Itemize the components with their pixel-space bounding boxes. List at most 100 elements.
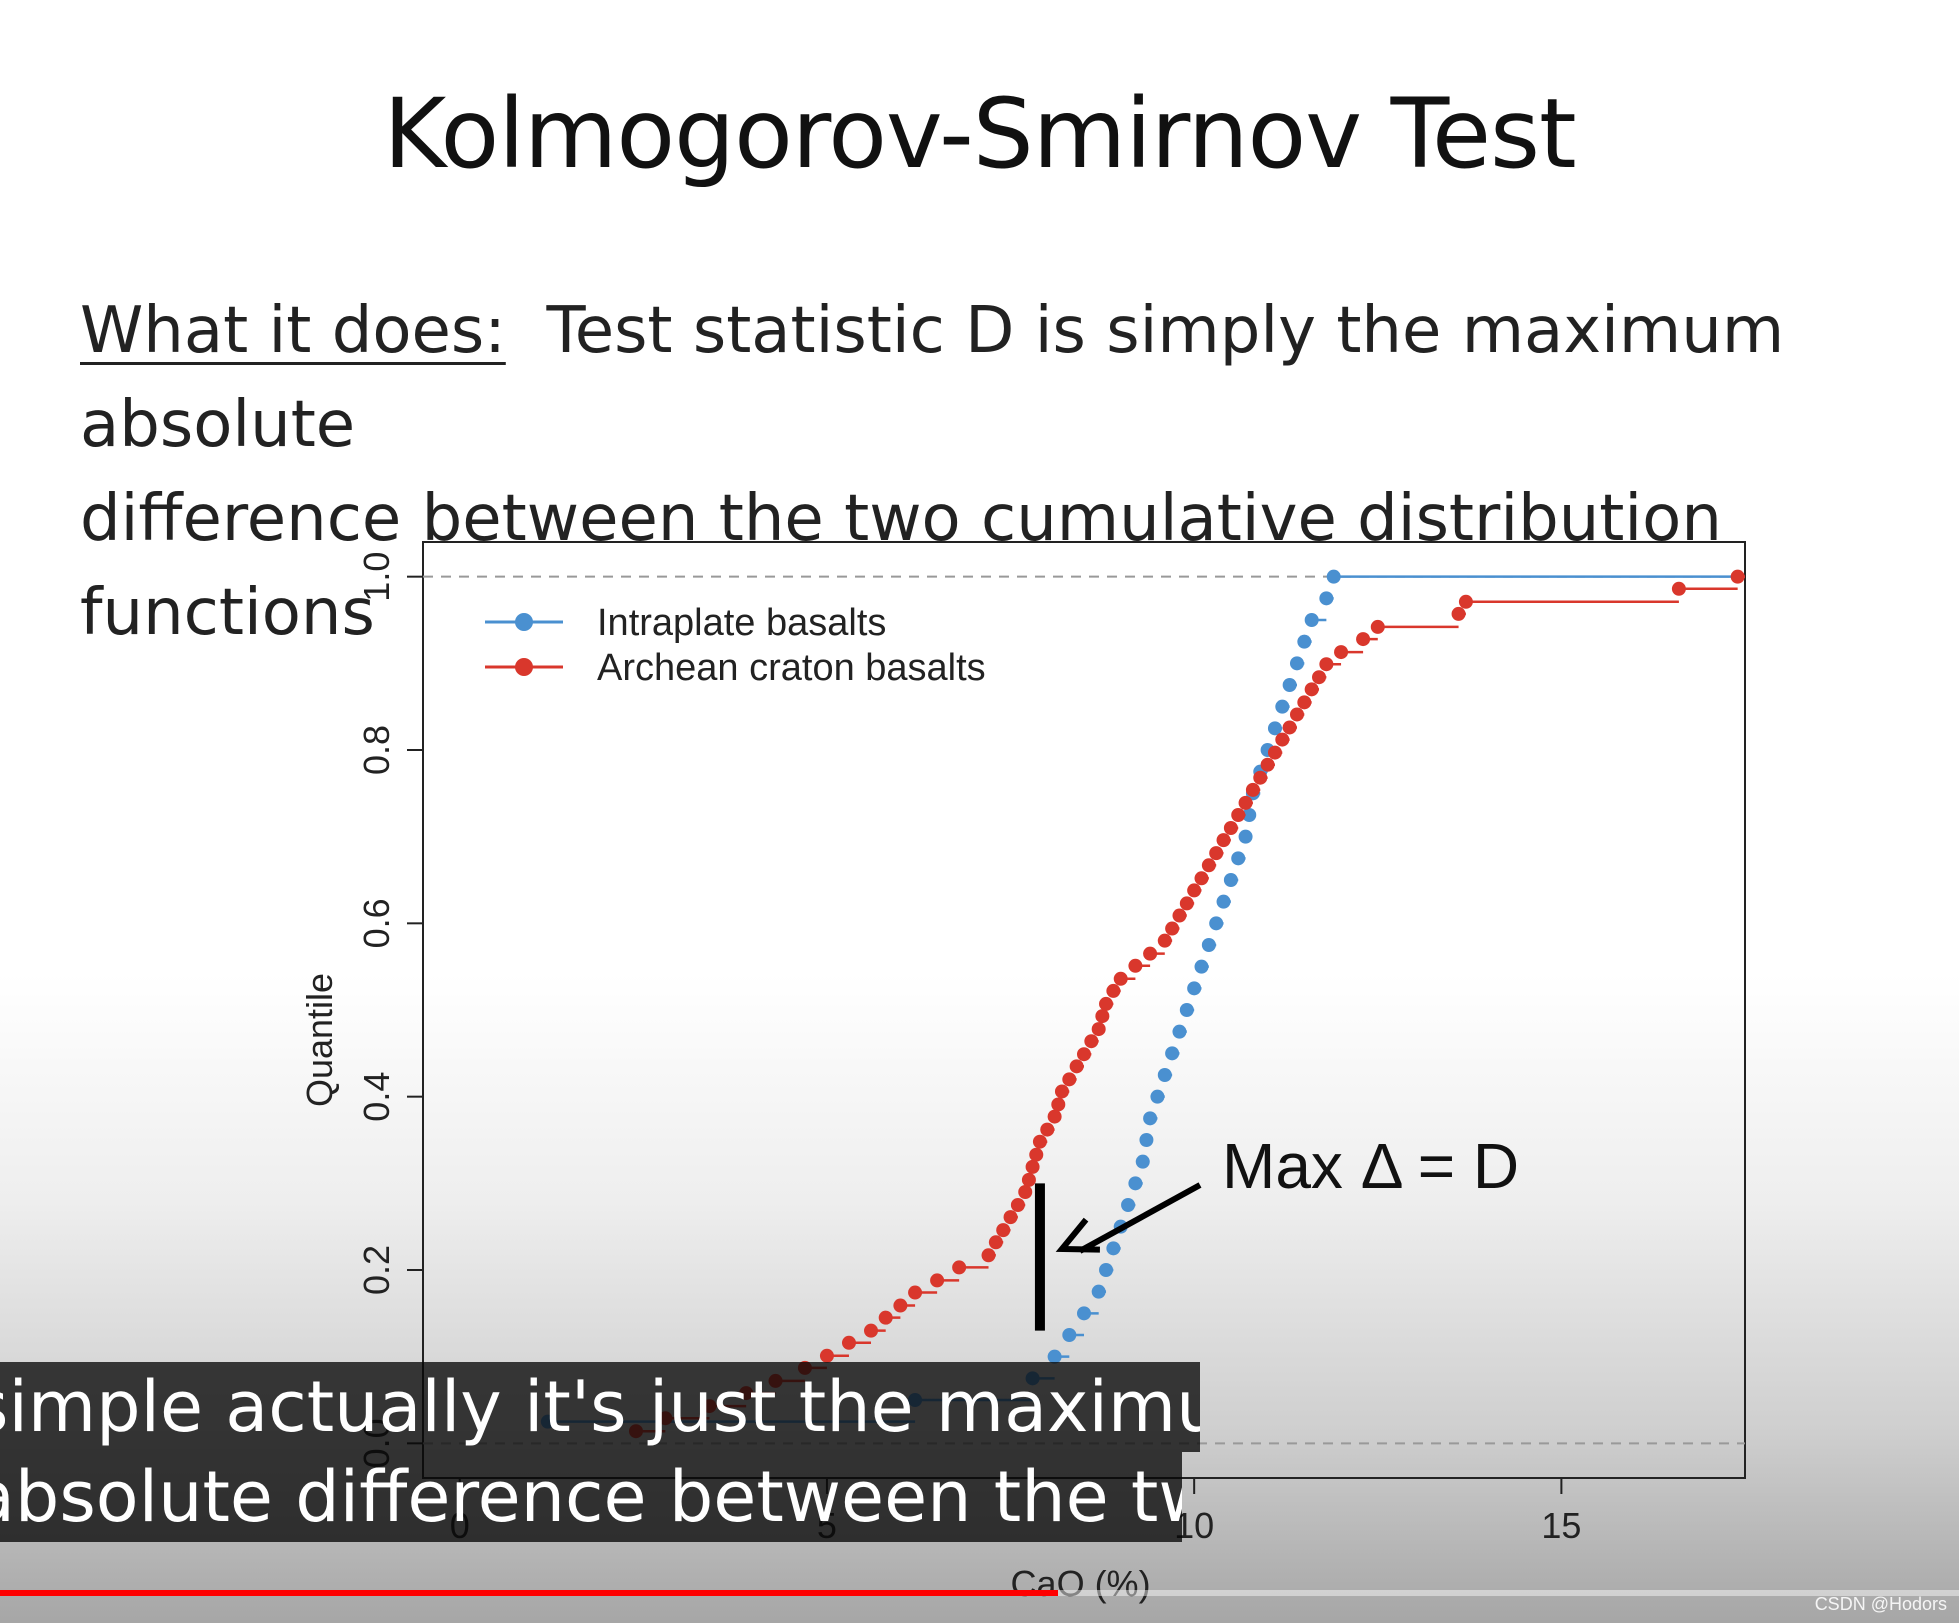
slide-text-line2: difference between the two cumulative di… [80,482,1722,650]
series-1-point-45 [1201,858,1216,873]
series-0-point-19 [1179,1003,1194,1017]
series-1-point-67 [1671,581,1686,596]
series-0-point-24 [1216,894,1231,909]
series-1-point-34 [1099,996,1114,1011]
series-0-point-4 [1062,1328,1077,1342]
series-1-point-58 [1297,695,1312,710]
series-1-point-59 [1304,682,1319,697]
series-0-point-8 [1106,1241,1121,1256]
series-1-point-42 [1179,896,1194,911]
series-1-point-63 [1356,632,1371,647]
video-progress-fill [0,1590,1058,1596]
legend-label-1: Archean craton basalts [597,647,986,689]
series-1-point-20 [1021,1172,1036,1187]
series-1-point-54 [1267,745,1282,760]
series-0-point-5 [1077,1306,1091,1321]
y-tick-label-1: 0.2 [356,1245,397,1295]
series-1-point-13 [952,1260,967,1275]
y-axis-label: Quantile [299,973,340,1107]
series-1-point-66 [1458,594,1473,609]
series-1-point-8 [864,1323,879,1338]
slide-body-text: What it does: Test statistic D is simply… [80,284,1950,660]
series-0-point-14 [1143,1111,1158,1126]
series-1-point-24 [1040,1122,1055,1137]
series-1-point-49 [1231,808,1246,822]
series-1-point-32 [1091,1022,1106,1037]
series-1-point-17 [1003,1210,1018,1225]
x-axis-label: CaO (%) [1011,1563,1151,1604]
video-progress-bar[interactable] [0,1590,1959,1596]
series-1-point-35 [1106,983,1121,998]
y-tick-label-2: 0.4 [356,1072,397,1122]
series-1-point-55 [1275,732,1290,747]
x-tick-label-3: 15 [1541,1505,1581,1546]
series-1-point-21 [1025,1159,1040,1174]
series-0-point-25 [1223,873,1238,887]
series-1-point-41 [1172,908,1187,923]
series-0-point-39 [1326,569,1341,584]
series-1-point-40 [1165,921,1180,936]
series-0-point-33 [1275,699,1290,714]
series-1-point-56 [1282,720,1297,735]
video-captions: simple actually it's just the maximum ab… [0,1362,1210,1542]
series-0-point-16 [1157,1068,1172,1082]
series-0-point-27 [1238,829,1253,844]
series-0-point-35 [1289,656,1304,671]
series-1-point-57 [1289,707,1304,722]
series-1-point-52 [1253,770,1268,785]
legend-marker-0 [515,613,533,631]
series-0-point-22 [1201,938,1216,952]
series-1-point-30 [1077,1047,1091,1062]
series-1-step-line [635,575,1745,1433]
y-tick-label-4: 0.8 [356,725,397,775]
series-1-point-38 [1143,946,1158,961]
series-1-point-26 [1051,1097,1066,1112]
series-0-step-line [547,575,1745,1423]
series-0-point-26 [1231,851,1246,866]
series-1-point-15 [988,1235,1003,1250]
legend-marker-1 [515,658,533,676]
series-1-point-7 [841,1335,856,1350]
series-0-point-38 [1319,591,1334,606]
series-1-point-31 [1084,1034,1099,1049]
series-1-point-46 [1209,846,1224,861]
series-0-point-21 [1194,959,1209,974]
y-tick-label-5: 1.0 [356,552,397,602]
annotation-label: Max Δ = D [1222,1130,1519,1202]
series-1-point-23 [1032,1134,1047,1149]
series-1-point-16 [996,1223,1011,1238]
series-1-point-50 [1238,795,1253,810]
series-0-point-36 [1297,634,1312,649]
series-1-point-61 [1319,657,1334,672]
series-1-point-27 [1054,1084,1069,1099]
y-tick-label-3: 0.6 [356,898,397,948]
series-0-point-17 [1165,1046,1180,1061]
series-0-point-32 [1267,721,1282,736]
series-1-point-11 [908,1285,923,1300]
caption-line-1: simple actually it's just the maximum [0,1362,1200,1452]
series-0-point-23 [1209,916,1224,931]
series-1-point-33 [1095,1009,1110,1024]
series-0-point-3 [1047,1349,1062,1364]
series-1-point-29 [1069,1059,1084,1074]
series-1-point-44 [1194,871,1209,886]
series-1-point-18 [1010,1198,1025,1212]
slide-text-line1: Test statistic D is simply the maximum a… [80,294,1785,462]
series-1-point-68 [1730,569,1745,584]
series-1-point-28 [1062,1072,1077,1087]
series-1-point-64 [1370,619,1385,634]
series-1-point-19 [1018,1185,1033,1199]
series-1-point-39 [1157,933,1172,948]
slide-title: Kolmogorov-Smirnov Test [383,78,1576,190]
series-0-point-20 [1187,981,1202,996]
watermark: CSDN @Hodors [1814,1594,1947,1614]
series-1-point-12 [930,1273,945,1288]
series-0-point-6 [1091,1284,1106,1299]
series-1-point-36 [1113,971,1128,986]
series-1-point-51 [1245,782,1260,797]
series-0-point-12 [1135,1154,1150,1169]
series-1-point-22 [1029,1147,1044,1162]
series-1-point-10 [893,1298,908,1313]
series-1-point-25 [1047,1109,1062,1124]
legend-label-0: Intraplate basalts [597,602,886,644]
